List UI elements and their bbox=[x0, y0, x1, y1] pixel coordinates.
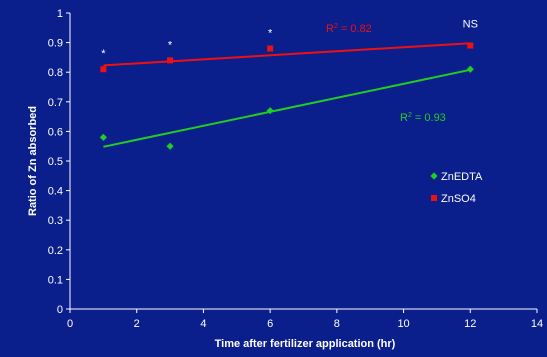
y-tick-label: 0 bbox=[57, 304, 63, 316]
y-tick-label: 0.5 bbox=[48, 156, 63, 168]
x-tick-label: 8 bbox=[334, 318, 340, 330]
x-tick-label: 10 bbox=[397, 318, 409, 330]
y-tick-label: 1 bbox=[57, 8, 63, 20]
y-tick-label: 0.4 bbox=[48, 186, 63, 198]
r-squared-label-znso4: R2 = 0.82 bbox=[326, 23, 372, 35]
tick-labels: 00.10.20.30.40.50.60.70.80.910 2 4 6 8 10 12 14 bbox=[48, 8, 543, 330]
data-point-znedta bbox=[166, 142, 174, 150]
y-axis-label: Ratio of Zn absorbed bbox=[27, 106, 39, 216]
legend-label-znedta: ZnEDTA bbox=[441, 171, 483, 183]
trendline-znso4 bbox=[103, 42, 471, 67]
x-tick-label: 12 bbox=[464, 318, 476, 330]
legend-marker-znedta bbox=[430, 172, 438, 180]
axes bbox=[66, 12, 538, 313]
data-point-znso4 bbox=[100, 66, 107, 73]
significance-marker: * bbox=[101, 48, 106, 60]
data-point-znedta bbox=[266, 107, 274, 115]
y-tick-label: 0.1 bbox=[48, 274, 63, 286]
data-point-znso4 bbox=[467, 42, 474, 49]
legend-label-znso4: ZnSO4 bbox=[441, 193, 476, 205]
data-point-znso4 bbox=[167, 57, 174, 64]
y-tick-label: 0.6 bbox=[48, 126, 63, 138]
significance-marker: * bbox=[168, 39, 173, 51]
trendlines bbox=[103, 42, 471, 148]
x-tick-label: 0 bbox=[67, 318, 73, 330]
x-tick-label: 2 bbox=[134, 318, 140, 330]
y-tick-label: 0.3 bbox=[48, 215, 63, 227]
x-axis-label: Time after fertilizer application (hr) bbox=[215, 338, 396, 350]
significance-marker: * bbox=[268, 28, 273, 40]
y-tick-label: 0.2 bbox=[48, 245, 63, 257]
y-tick-label: 0.7 bbox=[48, 97, 63, 109]
data-point-znedta bbox=[99, 133, 107, 141]
r-squared-label-znedta: R2 = 0.93 bbox=[400, 112, 446, 124]
trendline-znedta bbox=[103, 68, 471, 148]
annotations: R2 = 0.93 R2 = 0.82 * * * NS bbox=[101, 19, 478, 124]
x-tick-label: 6 bbox=[267, 318, 273, 330]
legend-marker-znso4 bbox=[431, 195, 437, 201]
x-tick-label: 4 bbox=[200, 318, 206, 330]
legend: ZnEDTA ZnSO4 bbox=[430, 171, 483, 205]
y-tick-label: 0.9 bbox=[48, 38, 63, 50]
significance-marker: NS bbox=[463, 19, 478, 31]
data-point-znso4 bbox=[267, 45, 274, 52]
x-tick-label: 14 bbox=[531, 318, 543, 330]
data-points bbox=[99, 42, 474, 150]
data-point-znedta bbox=[466, 65, 474, 73]
y-tick-label: 0.8 bbox=[48, 67, 63, 79]
